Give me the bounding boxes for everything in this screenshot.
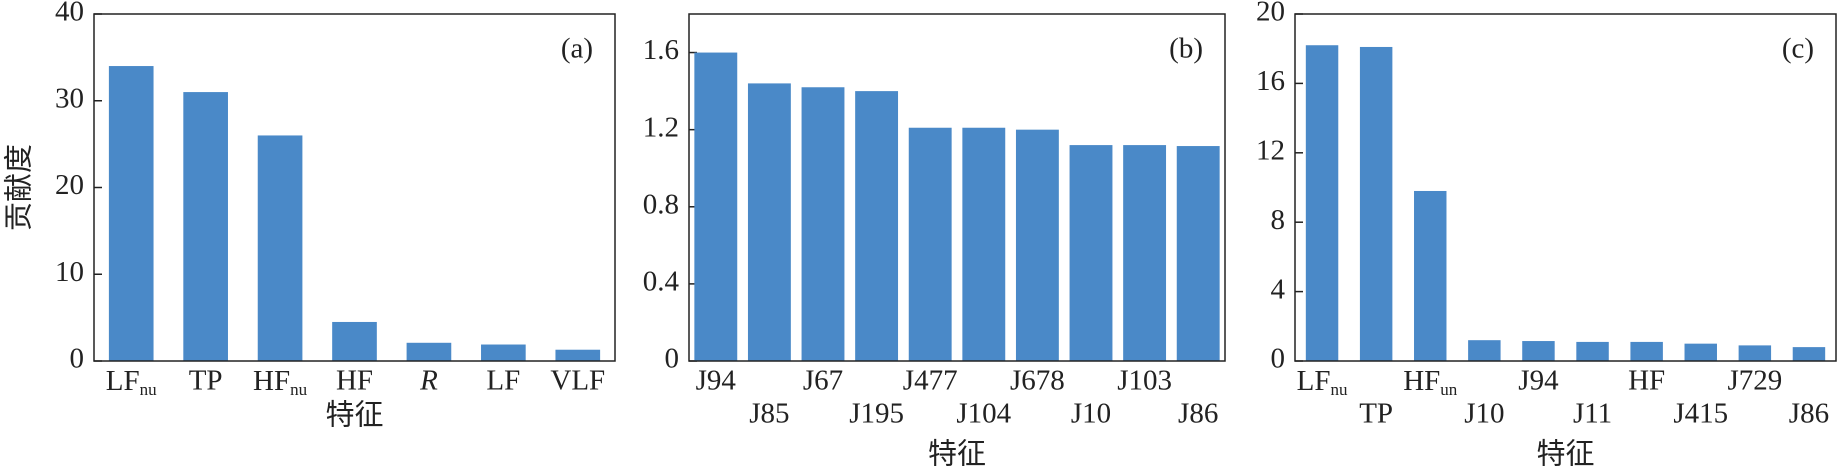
x-tick-label-sub: nu bbox=[140, 380, 158, 399]
x-tick-label: J11 bbox=[1573, 398, 1612, 430]
x-tick-label-sub: nu bbox=[1330, 380, 1348, 399]
x-tick-label: LFnu bbox=[106, 365, 157, 399]
y-tick-label: 1.2 bbox=[643, 111, 679, 143]
x-tick-label: J415 bbox=[1673, 398, 1728, 430]
x-tick-label: J94 bbox=[1518, 365, 1559, 397]
x-axis-label: 特征 bbox=[1536, 438, 1594, 471]
bar bbox=[694, 52, 738, 362]
y-tick-label: 30 bbox=[55, 82, 84, 114]
x-tick-label: J86 bbox=[1178, 398, 1218, 430]
bar bbox=[555, 349, 601, 361]
y-tick-label: 0 bbox=[1271, 343, 1286, 375]
y-axis-label: 贡献度 bbox=[3, 144, 36, 231]
x-tick-label: J10 bbox=[1464, 398, 1504, 430]
x-tick-label: HFun bbox=[1403, 365, 1458, 399]
bar bbox=[1792, 347, 1826, 361]
x-tick-label: J10 bbox=[1071, 398, 1111, 430]
x-tick-label: J67 bbox=[803, 365, 843, 397]
x-tick-label: LFnu bbox=[1297, 365, 1348, 399]
bar bbox=[332, 321, 377, 361]
x-tick-label: LF bbox=[486, 365, 520, 397]
bar bbox=[1123, 145, 1167, 361]
bar bbox=[801, 87, 845, 361]
panel-label: (a) bbox=[561, 33, 593, 65]
x-tick-label: J729 bbox=[1727, 365, 1782, 397]
bar bbox=[1738, 345, 1772, 361]
y-tick-label: 8 bbox=[1271, 204, 1286, 236]
bar bbox=[108, 66, 154, 362]
x-tick-label-sub: nu bbox=[290, 380, 308, 399]
x-tick-label: J477 bbox=[903, 365, 958, 397]
bar bbox=[1684, 343, 1717, 361]
y-tick-label: 10 bbox=[55, 256, 84, 288]
x-tick-label: J104 bbox=[956, 398, 1011, 430]
y-tick-label: 20 bbox=[55, 169, 84, 201]
x-tick-label: HF bbox=[336, 365, 373, 397]
axes-frame bbox=[1294, 13, 1837, 362]
bar bbox=[1176, 146, 1220, 361]
y-tick-label: 0.4 bbox=[643, 266, 680, 298]
bar bbox=[1069, 145, 1113, 361]
y-tick-label: 16 bbox=[1256, 65, 1285, 97]
bar bbox=[406, 342, 452, 361]
y-tick-label: 0 bbox=[70, 343, 85, 375]
bar bbox=[962, 127, 1006, 361]
bar bbox=[855, 91, 899, 361]
bar bbox=[1305, 45, 1339, 361]
y-tick-label: 1.6 bbox=[643, 34, 679, 66]
x-tick-label-main: HF bbox=[1403, 365, 1440, 397]
y-tick-label: 4 bbox=[1271, 273, 1286, 305]
x-tick-label: R bbox=[419, 365, 438, 397]
x-axis-label: 特征 bbox=[325, 399, 383, 432]
x-tick-label: J85 bbox=[749, 398, 789, 430]
bar bbox=[1576, 341, 1609, 361]
y-tick-label: 20 bbox=[1256, 0, 1285, 28]
x-tick-label-sub: un bbox=[1440, 380, 1458, 399]
bar bbox=[747, 83, 791, 362]
axes-frame bbox=[93, 13, 616, 362]
bar bbox=[1359, 46, 1393, 362]
y-tick-label: 0.8 bbox=[643, 188, 679, 220]
y-tick-label: 0 bbox=[665, 343, 680, 375]
x-tick-label: HFnu bbox=[253, 365, 308, 399]
axes-frame bbox=[688, 13, 1226, 362]
y-tick-label: 40 bbox=[55, 0, 84, 28]
x-tick-label: J94 bbox=[696, 365, 737, 397]
x-axis-label: 特征 bbox=[928, 438, 986, 471]
panel-label: (b) bbox=[1169, 33, 1203, 65]
bar bbox=[257, 135, 303, 361]
y-tick-label: 12 bbox=[1256, 134, 1285, 166]
x-tick-label: VLF bbox=[550, 365, 605, 397]
bar bbox=[1414, 190, 1447, 361]
bar bbox=[183, 92, 228, 361]
panel-label: (c) bbox=[1782, 33, 1814, 65]
bar bbox=[908, 127, 952, 361]
x-tick-label: J103 bbox=[1117, 365, 1172, 397]
x-tick-label: TP bbox=[1359, 398, 1393, 430]
bar bbox=[1630, 341, 1663, 361]
x-tick-label: TP bbox=[189, 365, 223, 397]
bar bbox=[481, 344, 526, 361]
x-tick-label: J678 bbox=[1010, 365, 1065, 397]
bar bbox=[1522, 341, 1555, 361]
x-tick-label-main: LF bbox=[106, 365, 140, 397]
x-tick-label: J195 bbox=[849, 398, 904, 430]
x-tick-label: HF bbox=[1628, 365, 1665, 397]
x-tick-label-main: HF bbox=[253, 365, 290, 397]
x-tick-label: J86 bbox=[1789, 398, 1829, 430]
bar bbox=[1015, 129, 1059, 361]
x-tick-label-main: LF bbox=[1297, 365, 1331, 397]
bar bbox=[1468, 340, 1501, 361]
